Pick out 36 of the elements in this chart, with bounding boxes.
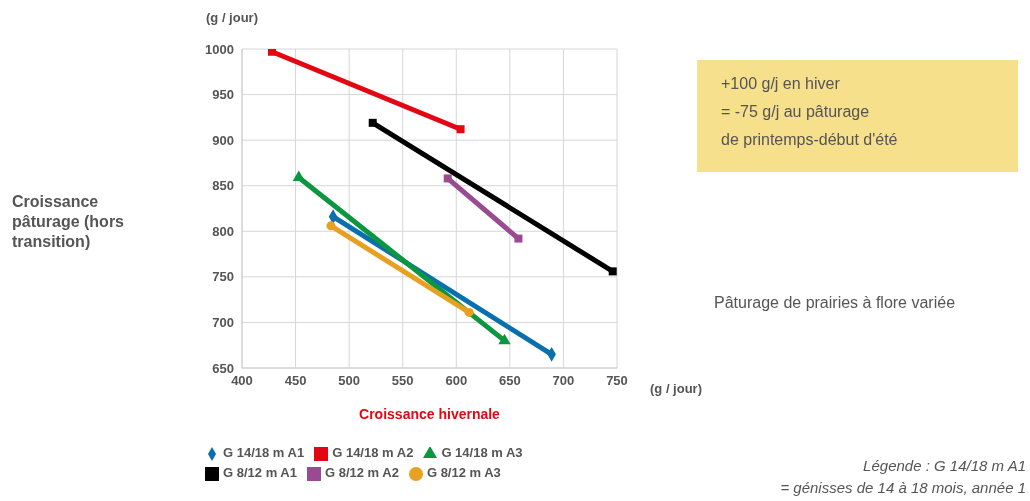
point [268,49,276,56]
text: (g / jour) [650,381,702,396]
x-tick-label: 400 [231,373,253,389]
point [456,125,465,134]
legend-label: G 8/12 m A2 [324,465,399,480]
x-tick-label: 650 [499,373,521,389]
x-tick-label: 550 [391,373,414,389]
y-tick-label: 750 [212,269,234,285]
point [464,307,474,317]
legend-label: G 14/18 m A3 [441,445,523,460]
text: (g / jour) [206,10,258,25]
y-tick-label: 1000 [205,41,234,57]
text: Légende : G 14/18 m A1 = génisses de 14 à 18 mois, année 1 [780,456,1026,498]
x-tick-label: 600 [445,373,468,389]
x-tick-label: 700 [552,373,575,389]
legend-label: G 8/12 m A3 [426,465,501,480]
x-axis-title: Croissance hivernale [358,406,501,422]
y-tick-label: 850 [212,178,234,194]
x-tick-label: 450 [284,373,307,389]
legend-label: G 14/18 m A2 [332,445,414,460]
x-tick-label: 750 [606,373,628,389]
point [608,267,617,276]
x-tick-label: 500 [338,373,360,389]
legend-label: G 14/18 m A1 [223,445,305,460]
text: +100 g/j en hiver = -75 g/j au pâturage de printemps-début d'été [697,60,1018,172]
y-tick-label: 950 [212,87,234,103]
point [514,234,523,243]
text: Pâturage de prairies à flore variée [714,294,956,312]
y-tick-label: 650 [212,360,234,376]
point [443,174,452,183]
y-tick-label: 700 [212,315,234,331]
y-tick-label: 900 [212,132,234,148]
y-tick-label: 800 [212,223,234,239]
text: Croissance pâturage (hors transition) [12,192,125,252]
legend-label: G 8/12 m A1 [223,465,297,480]
point [368,118,377,127]
